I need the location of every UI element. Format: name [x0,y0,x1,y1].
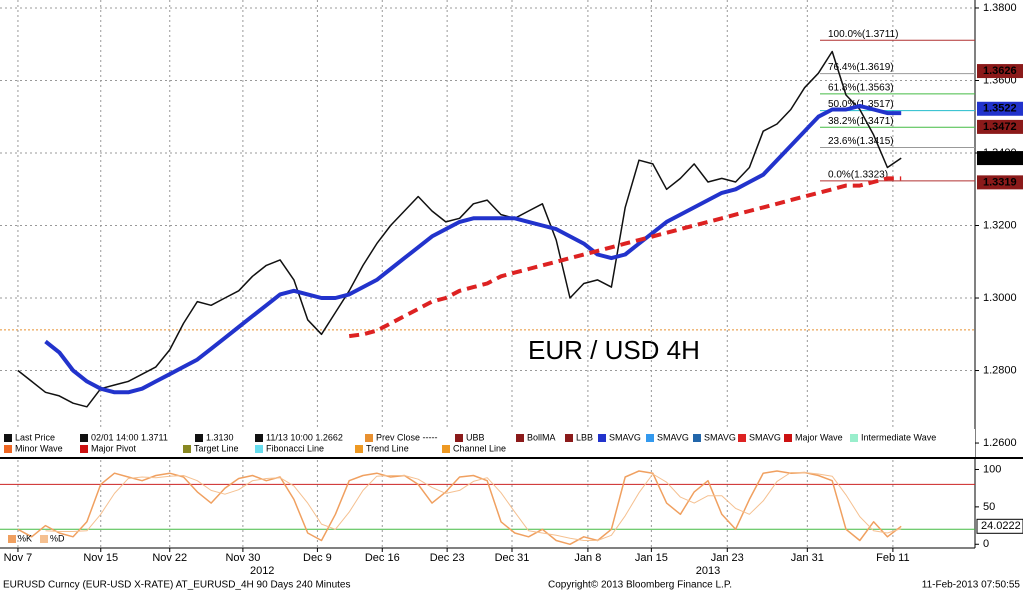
legend-swatch [255,434,263,442]
x-tick-label: Dec 16 [365,552,400,564]
legend-swatch [4,445,12,453]
price-tag-label: 1.3522 [983,103,1017,115]
legend-label: Target Line [194,443,239,453]
legend-label: %D [50,533,65,543]
legend-swatch [4,434,12,442]
legend-label: Prev Close ----- [376,432,438,442]
y-tick-label: 1.2800 [983,364,1017,376]
price-tag [977,64,1023,79]
x-tick-label: Jan 23 [711,552,744,564]
price-tag-label: 1.3472 [983,121,1017,133]
x-tick-label: Nov 30 [225,552,260,564]
price-tag [977,151,1023,166]
y-tick-label: 100 [983,463,1001,475]
x-tick-label: Feb 11 [876,552,909,564]
y-tick-label: 0 [983,538,989,550]
x-tick-label: Jan 8 [574,552,601,564]
footer-center: Copyright© 2013 Bloomberg Finance L.P. [548,580,732,591]
y-tick-label: 1.3000 [983,292,1017,304]
legend-swatch [850,434,858,442]
last-tag-label: 24.0222 [981,520,1021,532]
legend-label: Major Wave [795,432,843,442]
legend-label: UBB [466,432,485,442]
price-tag-label: 1.3386 [983,152,1017,164]
x-tick-label: Jan 31 [791,552,824,564]
y-tick-label: 1.3200 [983,219,1017,231]
price-tag-label: 1.3319 [983,176,1017,188]
legend-swatch [80,434,88,442]
legend-swatch [355,445,363,453]
legend-label: SMAVG [609,432,641,442]
x-tick-label: Nov 7 [4,552,33,564]
last-tag [976,518,1023,534]
fibonacci-label: 38.2%(1.3471) [828,116,894,127]
x-year-label: 2012 [250,565,274,577]
legend-swatch [646,434,654,442]
x-year-label: 2013 [696,565,720,577]
series-line [348,176,902,339]
series-line [44,103,902,395]
legend-label: BollMA [527,432,556,442]
fibonacci-label: 76.4%(1.3619) [828,62,894,73]
legend-swatch [183,445,191,453]
x-tick-label: Dec 23 [430,552,465,564]
legend-label: SMAVG [704,432,736,442]
legend-swatch [365,434,373,442]
x-tick-label: Nov 15 [83,552,118,564]
fibonacci-label: 61.8%(1.3563) [828,83,894,94]
legend-label: 11/13 10:00 1.2662 [266,432,343,442]
fibonacci-label: 100.0%(1.3711) [828,29,898,40]
legend-label: Intermediate Wave [861,432,936,442]
legend-label: Channel Line [453,443,506,453]
legend-label: 02/01 14:00 1.3711 [91,432,168,442]
y-tick-label: 1.2600 [983,437,1017,449]
price-tag [977,119,1023,134]
series-line [17,470,902,546]
footer-right: 11-Feb-2013 07:50:55 [922,580,1021,591]
x-tick-label: Nov 22 [152,552,187,564]
legend-swatch [255,445,263,453]
y-tick-label: 50 [983,501,995,513]
price-tag [977,175,1023,190]
legend-swatch [693,434,701,442]
legend-swatch [784,434,792,442]
legend-label: Fibonacci Line [266,443,324,453]
legend-label: LBB [576,432,593,442]
x-tick-label: Dec 9 [303,552,332,564]
series-line [17,50,902,408]
legend-swatch [195,434,203,442]
legend-swatch [442,445,450,453]
fibonacci-label: 0.0%(1.3323) [828,170,888,181]
legend-swatch [565,434,573,442]
legend-label: Trend Line [366,443,409,453]
fibonacci-label: 23.6%(1.3415) [828,136,894,147]
series-line [45,472,902,541]
legend-band [0,429,975,457]
legend-swatch [80,445,88,453]
footer-left: EURUSD Curncy (EUR-USD X-RATE) AT_EURUSD… [3,580,351,591]
legend-swatch [455,434,463,442]
legend-label: Last Price [15,432,55,442]
legend-swatch [8,535,16,543]
legend-label: Major Pivot [91,443,137,453]
y-tick-label: 1.3800 [983,2,1017,14]
legend-swatch [738,434,746,442]
price-tag [977,101,1023,116]
legend-label: %K [18,533,32,543]
x-tick-label: Dec 31 [495,552,530,564]
legend-swatch [40,535,48,543]
legend-label: 1.3130 [206,432,234,442]
annotation: EUR / USD 4H [528,335,700,365]
legend-swatch [598,434,606,442]
legend-label: SMAVG [749,432,781,442]
legend-swatch [516,434,524,442]
legend-label: Minor Wave [15,443,63,453]
legend-label: SMAVG [657,432,689,442]
price-tag-label: 1.3626 [983,65,1017,77]
x-tick-label: Jan 15 [635,552,668,564]
